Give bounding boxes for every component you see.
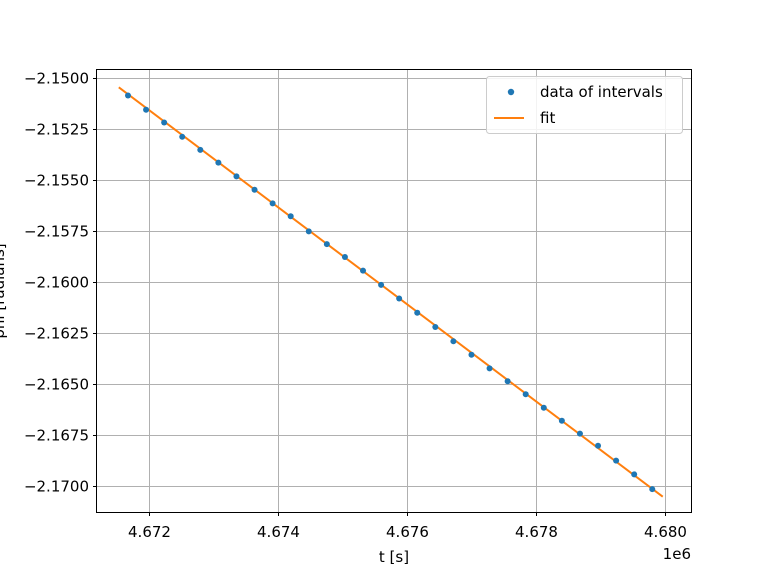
data-point (197, 146, 204, 153)
y-tick-label: −2.1700 (24, 478, 89, 496)
x-axis: 4.672 4.674 4.676 4.678 4.680 (128, 512, 687, 541)
data-point (576, 430, 583, 437)
legend-label-data: data of intervals (540, 83, 663, 101)
legend-marker-data (507, 88, 515, 96)
data-point (468, 351, 475, 358)
data-point (305, 228, 312, 235)
data-point (179, 133, 186, 140)
y-axis-label: phi [radians] (0, 243, 8, 338)
data-point (504, 378, 511, 385)
legend-box (486, 76, 683, 134)
fit-line (118, 86, 664, 498)
plot-frame (96, 69, 692, 513)
data-point (233, 173, 240, 180)
x-tick-label: 4.678 (515, 523, 558, 541)
data-point (450, 338, 457, 345)
data-point (522, 391, 529, 398)
data-point (378, 281, 385, 288)
y-tick-label: −2.1500 (24, 70, 89, 88)
y-tick-label: −2.1650 (24, 376, 89, 394)
data-point (251, 186, 258, 193)
y-tick-label: −2.1575 (24, 223, 89, 241)
fit-series (118, 86, 664, 498)
y-axis: −2.1500 −2.1525 −2.1550 −2.1575 −2.1600 −2.16… (24, 70, 97, 496)
data-point (124, 92, 131, 99)
data-point (215, 159, 222, 166)
x-axis-label: t [s] (379, 548, 409, 566)
data-point (269, 200, 276, 207)
data-point (631, 471, 638, 478)
y-tick-label: −2.1675 (24, 427, 89, 445)
x-tick-label: 4.674 (257, 523, 300, 541)
legend: data of intervals fit (486, 76, 683, 134)
data-point (486, 365, 493, 372)
data-point (161, 119, 168, 126)
y-tick-label: −2.1525 (24, 121, 89, 139)
x-tick-label: 4.680 (644, 523, 687, 541)
data-point (396, 295, 403, 302)
data-point (341, 253, 348, 260)
legend-label-fit: fit (540, 109, 555, 127)
x-tick-label: 4.676 (386, 523, 429, 541)
data-series (124, 92, 656, 493)
x-axis-offset-label: 1e6 (663, 545, 691, 563)
data-point (613, 457, 620, 464)
data-point (558, 417, 565, 424)
data-point (432, 324, 439, 331)
data-point (595, 442, 602, 449)
data-point (540, 404, 547, 411)
grid (97, 70, 691, 512)
data-point (143, 106, 150, 113)
y-tick-label: −2.1600 (24, 274, 89, 292)
x-tick-label: 4.672 (128, 523, 171, 541)
data-point (323, 241, 330, 248)
y-tick-label: −2.1625 (24, 325, 89, 343)
data-point (287, 213, 294, 220)
data-point (360, 267, 367, 274)
y-tick-label: −2.1550 (24, 172, 89, 190)
data-point (649, 486, 656, 493)
data-point (414, 309, 421, 316)
